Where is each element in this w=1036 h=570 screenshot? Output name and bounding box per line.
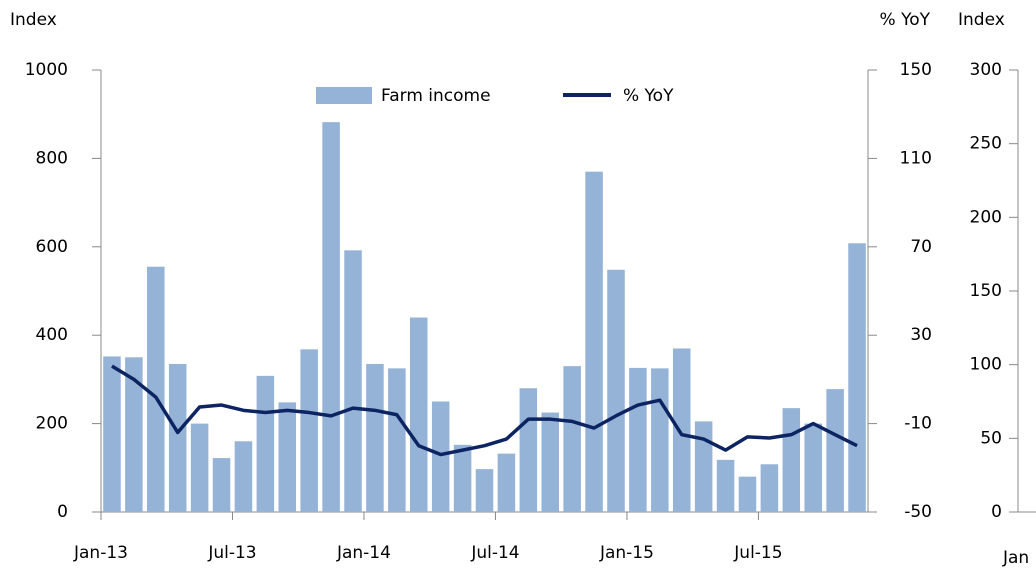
y2-tick-label: -50 bbox=[904, 502, 932, 522]
bar bbox=[388, 368, 406, 512]
bar bbox=[738, 476, 757, 512]
y-axis-label: Index bbox=[10, 10, 57, 30]
bar bbox=[234, 441, 253, 512]
x-tick-label: Jul-14 bbox=[470, 543, 519, 563]
y-tick-label: 300 bbox=[970, 60, 1002, 80]
bar bbox=[541, 412, 560, 512]
y2-tick-label: 150 bbox=[900, 60, 932, 80]
bar bbox=[782, 408, 801, 512]
bar bbox=[563, 366, 581, 512]
bar bbox=[826, 389, 844, 512]
bar bbox=[125, 357, 143, 512]
bar bbox=[366, 363, 384, 512]
legend-swatch bbox=[316, 87, 372, 104]
x-tick-label: Jan-13 bbox=[73, 543, 128, 563]
bar bbox=[431, 401, 450, 512]
x-tick-label: Jul-13 bbox=[207, 543, 256, 563]
bar bbox=[256, 375, 275, 512]
bar bbox=[607, 269, 625, 512]
x-tick-label: Jan-15 bbox=[599, 543, 654, 563]
bar bbox=[409, 317, 428, 512]
bar bbox=[103, 356, 121, 512]
line bbox=[111, 364, 858, 457]
bar bbox=[147, 266, 165, 512]
y-tick-label: 0 bbox=[57, 502, 68, 522]
y2-tick-label: 70 bbox=[910, 237, 932, 257]
x-tick-label: Jan-14 bbox=[336, 543, 391, 563]
y2-tick-label: 30 bbox=[910, 325, 932, 345]
bar bbox=[694, 421, 713, 512]
y-tick-label: 1000 bbox=[25, 60, 68, 80]
y2-tick-label: 110 bbox=[900, 148, 932, 168]
y-axis-label: Index bbox=[958, 10, 1005, 30]
bar bbox=[497, 453, 516, 512]
bar bbox=[629, 367, 647, 512]
bar bbox=[212, 458, 231, 512]
bar bbox=[519, 388, 538, 512]
bar bbox=[475, 469, 494, 512]
bar bbox=[716, 459, 735, 512]
bar bbox=[322, 122, 340, 512]
y-tick-label: 800 bbox=[36, 148, 68, 168]
legend-label: % YoY bbox=[623, 86, 674, 106]
y-tick-label: 600 bbox=[36, 237, 68, 257]
bar bbox=[585, 171, 603, 512]
y-tick-label: 200 bbox=[36, 414, 68, 434]
y-tick-label: 0 bbox=[991, 502, 1002, 522]
legend-label: Farm income bbox=[381, 86, 491, 106]
y-tick-label: 250 bbox=[970, 134, 1002, 154]
bar bbox=[651, 368, 669, 512]
bar bbox=[344, 250, 362, 512]
bar bbox=[300, 349, 318, 512]
x-tick-label: Jul-15 bbox=[733, 543, 782, 563]
bar bbox=[848, 243, 866, 512]
y-tick-label: 50 bbox=[980, 428, 1002, 448]
y2-axis-label: % YoY bbox=[880, 10, 931, 30]
y-tick-label: 150 bbox=[970, 281, 1002, 301]
bar bbox=[168, 363, 187, 512]
y-tick-label: 400 bbox=[36, 325, 68, 345]
bar bbox=[190, 423, 209, 512]
x-tick-label: Jan bbox=[1002, 548, 1029, 568]
bar bbox=[672, 348, 691, 512]
bar bbox=[278, 402, 297, 512]
bar bbox=[760, 464, 779, 512]
y2-tick-label: -10 bbox=[904, 414, 932, 434]
y-tick-label: 100 bbox=[970, 355, 1002, 375]
bar bbox=[804, 423, 822, 512]
y-tick-label: 200 bbox=[970, 207, 1002, 227]
bar bbox=[453, 444, 472, 512]
